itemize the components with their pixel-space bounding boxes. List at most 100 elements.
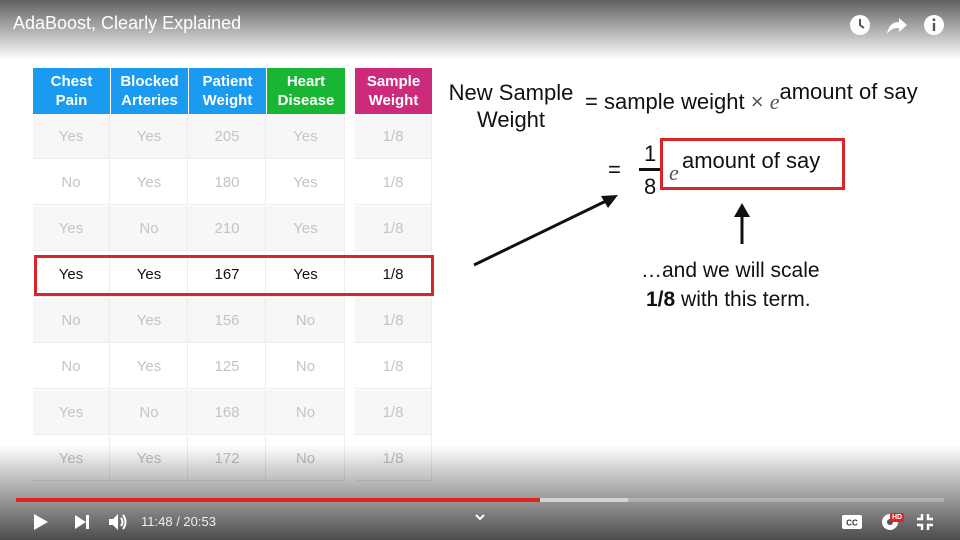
info-icon[interactable] bbox=[922, 13, 946, 37]
chevron-down-icon[interactable] bbox=[468, 508, 492, 528]
diagonal-arrow-line bbox=[473, 199, 607, 267]
table-cell: 205 bbox=[189, 114, 266, 159]
bottom-gradient bbox=[0, 445, 960, 540]
exponent-highlight-box bbox=[660, 138, 845, 190]
share-icon[interactable] bbox=[885, 13, 909, 37]
highlight-row-box bbox=[34, 255, 434, 296]
note-line2: 1/8 with this term. bbox=[646, 288, 811, 312]
table-row bbox=[33, 114, 345, 159]
time-current: 11:48 bbox=[141, 514, 173, 529]
header-line2: Weight bbox=[202, 92, 253, 109]
table-row bbox=[33, 298, 345, 343]
table-row bbox=[33, 160, 345, 205]
formula2-eq: = bbox=[608, 157, 621, 182]
table-cell: Yes bbox=[267, 206, 345, 251]
fraction-denominator: 8 bbox=[644, 174, 657, 199]
diagonal-arrow-head bbox=[601, 195, 618, 208]
play-icon[interactable] bbox=[28, 510, 52, 534]
table-header-cell: Heart Disease bbox=[267, 68, 345, 114]
header-line1: Sample bbox=[366, 73, 421, 90]
formula-rhs: = sample weight × eamount of say bbox=[585, 79, 918, 115]
table-cell: 210 bbox=[189, 206, 266, 251]
table-cell: No bbox=[33, 160, 110, 205]
table-cell: Yes bbox=[111, 114, 188, 159]
time-display: 11:48 / 20:53 bbox=[141, 514, 216, 529]
top-gradient bbox=[0, 0, 960, 60]
progress-bar[interactable] bbox=[16, 498, 944, 502]
formula-eq: = bbox=[585, 89, 598, 114]
table-row-weight bbox=[355, 344, 432, 389]
table-cell: Yes bbox=[33, 114, 110, 159]
table-cell: 1/8 bbox=[355, 160, 432, 205]
table-cell: Yes bbox=[33, 206, 110, 251]
captions-icon[interactable]: CC bbox=[840, 510, 864, 534]
fraction-numerator: 1 bbox=[644, 141, 657, 166]
table-cell: No bbox=[111, 206, 188, 251]
fullscreen-icon[interactable] bbox=[913, 510, 937, 534]
table-cell: No bbox=[33, 344, 110, 389]
table-row-weight bbox=[355, 160, 432, 205]
table-cell: 1/8 bbox=[355, 390, 432, 435]
up-arrow-head bbox=[734, 203, 750, 217]
video-title[interactable]: AdaBoost, Clearly Explained bbox=[13, 13, 242, 33]
header-line2: Weight bbox=[368, 92, 419, 109]
formula-rhs-text: sample weight bbox=[603, 89, 745, 114]
table-row bbox=[33, 390, 345, 435]
header-line2: Pain bbox=[55, 92, 88, 109]
formula-lhs: New Sample Weight bbox=[442, 79, 580, 133]
table-cell: 1/8 bbox=[355, 252, 432, 297]
table-cell: 168 bbox=[189, 390, 266, 435]
table-cell: No bbox=[267, 344, 345, 389]
formula-exponent: amount of say bbox=[779, 79, 918, 104]
table-header-cell: Blocked Arteries bbox=[111, 68, 188, 114]
header-line2: Disease bbox=[277, 92, 335, 109]
table-cell: Yes bbox=[267, 160, 345, 205]
header-line2: Arteries bbox=[121, 92, 178, 109]
table-cell: Yes bbox=[33, 252, 110, 297]
note-line1: …and we will scale bbox=[641, 259, 820, 282]
progress-played bbox=[16, 498, 541, 502]
watch-later-icon[interactable] bbox=[848, 13, 872, 37]
table-cell: No bbox=[267, 390, 345, 435]
table-cell: No bbox=[33, 298, 110, 343]
table-cell: 156 bbox=[189, 298, 266, 343]
table-row-weight bbox=[355, 390, 432, 435]
header-line1: Chest bbox=[50, 73, 93, 90]
note-bold: 1/8 bbox=[646, 288, 676, 311]
table-cell: Yes bbox=[111, 344, 188, 389]
table-row-weight bbox=[355, 298, 432, 343]
table-header-cell: Patient Weight bbox=[189, 68, 266, 114]
formula2-e: e bbox=[669, 160, 679, 185]
table-cell: 125 bbox=[189, 344, 266, 389]
table-row-weight bbox=[355, 114, 432, 159]
table-cell: No bbox=[267, 298, 345, 343]
table-cell: 180 bbox=[189, 160, 266, 205]
formula2-exponent: amount of say bbox=[682, 148, 821, 173]
table-cell: 167 bbox=[189, 252, 266, 297]
volume-icon[interactable] bbox=[106, 510, 130, 534]
note-rest: with this term. bbox=[675, 288, 811, 311]
table-cell: Yes bbox=[33, 390, 110, 435]
table-cell: 1/8 bbox=[355, 298, 432, 343]
time-separator: / bbox=[172, 514, 184, 529]
table-cell: No bbox=[111, 390, 188, 435]
table-cell: 1/8 bbox=[355, 114, 432, 159]
table-row bbox=[33, 206, 345, 251]
next-icon[interactable] bbox=[70, 510, 94, 534]
header-line1: Heart bbox=[286, 73, 326, 90]
table-cell: Yes bbox=[111, 252, 188, 297]
table-row-weight bbox=[355, 206, 432, 251]
formula-lhs-line1: New Sample bbox=[448, 80, 574, 105]
table-cell: Yes bbox=[111, 160, 188, 205]
table-cell: 1/8 bbox=[355, 344, 432, 389]
table-header-cell: Chest Pain bbox=[33, 68, 110, 114]
formula-times: × bbox=[750, 89, 764, 114]
table-cell: Yes bbox=[267, 114, 345, 159]
svg-text:CC: CC bbox=[846, 519, 858, 528]
table-cell: Yes bbox=[111, 298, 188, 343]
table-cell: Yes bbox=[267, 252, 345, 297]
table-header-cell: Sample Weight bbox=[355, 68, 432, 114]
table-row bbox=[33, 344, 345, 389]
